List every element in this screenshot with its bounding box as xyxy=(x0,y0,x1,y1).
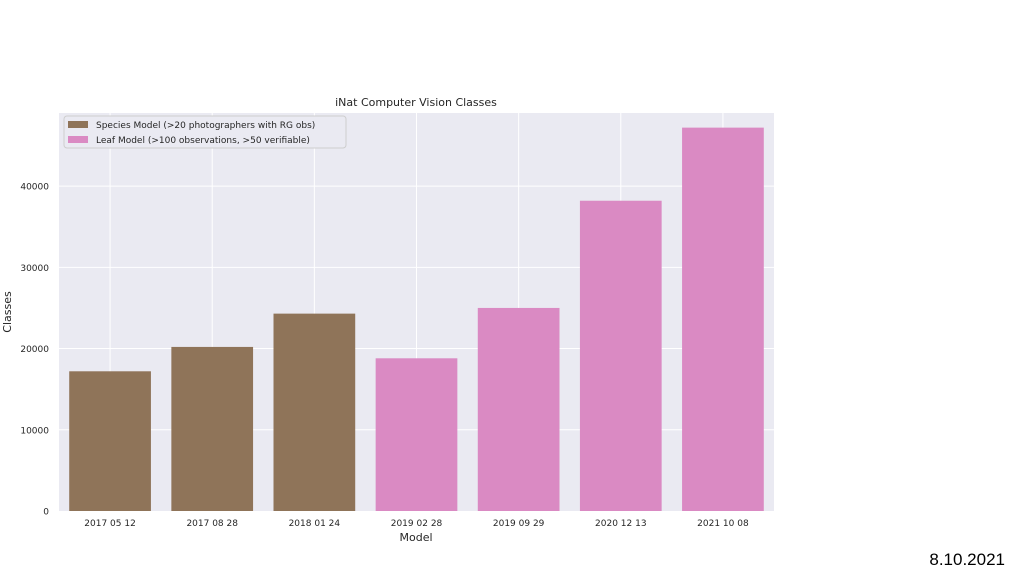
legend-swatch xyxy=(68,121,88,128)
legend-box xyxy=(63,115,347,149)
y-tick-label: 30000 xyxy=(20,264,49,274)
bar xyxy=(682,127,764,511)
x-axis-label: Model xyxy=(399,531,432,544)
x-tick-label: 2018 01 24 xyxy=(289,519,341,529)
legend-label: Species Model (>20 photographers with RG… xyxy=(96,121,315,131)
bar xyxy=(375,358,458,511)
y-tick-label: 0 xyxy=(43,508,49,518)
slide-date: 8.10.2021 xyxy=(929,550,1005,569)
x-tick-label: 2020 12 13 xyxy=(595,519,647,529)
x-tick-label: 2019 02 28 xyxy=(391,519,443,529)
legend: Species Model (>20 photographers with RG… xyxy=(63,115,347,149)
legend-label: Leaf Model (>100 observations, >50 verif… xyxy=(96,136,310,146)
legend-swatch xyxy=(68,136,88,143)
y-tick-label: 20000 xyxy=(20,345,49,355)
y-tick-label: 10000 xyxy=(20,426,49,436)
bar xyxy=(273,313,356,511)
chart-title: iNat Computer Vision Classes xyxy=(335,96,497,109)
x-axis-ticks: 2017 05 12 2017 08 28 2018 01 24 2019 02 28… xyxy=(84,519,749,529)
y-axis-label: Classes xyxy=(1,291,14,333)
x-tick-label: 2017 05 12 xyxy=(84,519,136,529)
y-axis-ticks: 0 10000 20000 30000 40000 xyxy=(20,183,49,518)
x-tick-label: 2021 10 08 xyxy=(697,519,749,529)
x-tick-label: 2019 09 29 xyxy=(493,519,545,529)
x-tick-label: 2017 08 28 xyxy=(186,519,238,529)
bar xyxy=(69,371,151,511)
bar xyxy=(579,200,662,511)
bars xyxy=(69,127,764,511)
bar xyxy=(477,307,560,511)
y-tick-label: 40000 xyxy=(20,183,49,193)
bar xyxy=(171,346,254,511)
